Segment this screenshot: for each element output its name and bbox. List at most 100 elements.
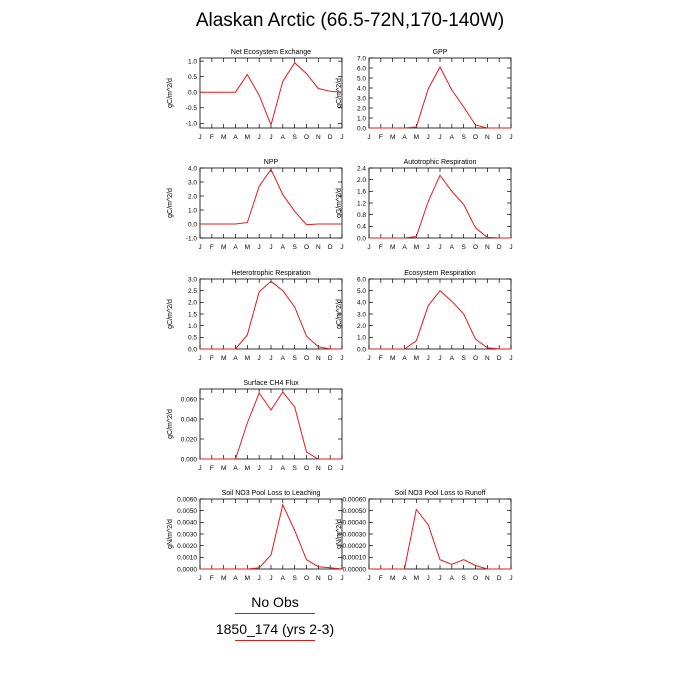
panel-title: GPP xyxy=(433,49,448,56)
y-tick-label: 0.020 xyxy=(181,436,198,443)
x-tick-label: M xyxy=(390,575,395,582)
plot-frame xyxy=(199,278,343,350)
x-tick-label: O xyxy=(304,575,309,582)
y-tick-label: 0.0000 xyxy=(177,566,197,573)
x-tick-label: S xyxy=(461,355,466,362)
y-tick-label: 0.00010 xyxy=(343,555,367,562)
x-tick-label: M xyxy=(414,355,419,362)
x-tick-label: O xyxy=(473,355,478,362)
x-tick-label: J xyxy=(340,134,343,141)
y-axis-label: gN/m^2/d xyxy=(336,519,343,549)
legend-line-model xyxy=(235,640,315,641)
x-tick-label: O xyxy=(473,244,478,251)
series-line xyxy=(200,280,342,350)
x-tick-label: D xyxy=(497,134,502,141)
x-tick-label: J xyxy=(367,355,370,362)
y-tick-label: 0.0 xyxy=(357,125,366,132)
y-tick-label: 3.0 xyxy=(188,179,197,186)
panel-title: Heterotrophic Respiration xyxy=(231,270,310,277)
x-tick-label: A xyxy=(281,134,286,141)
x-tick-label: S xyxy=(292,355,297,362)
y-tick-label: 0.5 xyxy=(188,74,197,81)
series-line xyxy=(200,391,342,460)
x-tick-label: O xyxy=(304,244,309,251)
plot-frame xyxy=(199,498,343,570)
y-tick-label: 0.00020 xyxy=(343,543,367,550)
y-axis-label: gC/m^2/d xyxy=(167,188,174,218)
x-tick-label: J xyxy=(269,575,272,582)
y-tick-label: 0.0 xyxy=(357,235,366,242)
x-tick-label: O xyxy=(473,134,478,141)
y-tick-label: -1.0 xyxy=(186,235,198,242)
legend-line-obs xyxy=(235,613,315,614)
y-tick-label: 0.0010 xyxy=(177,555,197,562)
x-tick-label: A xyxy=(450,244,455,251)
y-tick-label: 0.0 xyxy=(357,346,366,353)
x-tick-label: J xyxy=(509,355,512,362)
x-tick-label: J xyxy=(198,244,201,251)
y-axis-label: gC/m^2/d xyxy=(336,299,343,329)
x-tick-label: M xyxy=(414,575,419,582)
x-tick-label: F xyxy=(379,244,383,251)
y-tick-label: 0.00040 xyxy=(343,520,367,527)
x-tick-label: M xyxy=(245,575,250,582)
y-tick-label: 3.0 xyxy=(357,311,366,318)
legend: No Obs 1850_174 (yrs 2-3) xyxy=(195,594,355,648)
x-tick-label: M xyxy=(221,244,226,251)
y-tick-label: 2.0 xyxy=(357,323,366,330)
x-tick-label: F xyxy=(210,244,214,251)
x-tick-label: S xyxy=(292,465,297,472)
x-tick-label: J xyxy=(258,244,261,251)
y-tick-label: 0.00030 xyxy=(343,531,367,538)
x-tick-label: A xyxy=(281,244,286,251)
y-axis-label: gN/m^2/d xyxy=(167,519,174,549)
panel-3: Autotrophic Respiration gC/m^2/d 2.4 2.0 1.6… xyxy=(336,159,513,251)
y-tick-label: 2.0 xyxy=(188,300,197,307)
x-tick-label: D xyxy=(328,244,333,251)
x-tick-label: S xyxy=(461,575,466,582)
x-tick-label: J xyxy=(367,134,370,141)
panel-0: Net Ecosystem Exchange gC/m^2/d 1.0 0.5 0.0 -… xyxy=(167,49,344,141)
legend-label-obs: No Obs xyxy=(251,594,299,610)
x-tick-label: J xyxy=(258,575,261,582)
x-tick-label: J xyxy=(340,465,343,472)
x-tick-label: D xyxy=(328,134,333,141)
x-tick-label: F xyxy=(210,134,214,141)
y-tick-label: 0.0 xyxy=(188,346,197,353)
x-tick-label: J xyxy=(438,244,441,251)
panel-8: Soil NO3 Pool Loss to RunoffgN/m^2/d0.00… xyxy=(336,490,513,582)
x-tick-label: F xyxy=(379,575,383,582)
x-tick-label: J xyxy=(258,465,261,472)
x-tick-label: J xyxy=(427,355,430,362)
x-tick-label: A xyxy=(281,575,286,582)
series-line xyxy=(200,61,343,127)
y-tick-label: 0.00060 xyxy=(343,496,367,503)
x-tick-label: J xyxy=(427,134,430,141)
x-tick-label: J xyxy=(269,355,272,362)
legend-label-model: 1850_174 (yrs 2-3) xyxy=(215,621,335,637)
x-tick-label: J xyxy=(509,134,512,141)
x-tick-label: J xyxy=(198,355,201,362)
x-tick-label: M xyxy=(390,134,395,141)
series-line xyxy=(200,503,343,570)
y-tick-label: 0.0 xyxy=(188,221,197,228)
y-tick-label: 0.0030 xyxy=(177,531,197,538)
x-tick-label: A xyxy=(233,244,238,251)
x-tick-label: D xyxy=(497,355,502,362)
y-tick-label: 4.0 xyxy=(357,300,366,307)
x-tick-label: M xyxy=(221,355,226,362)
y-tick-label: 2.5 xyxy=(188,288,197,295)
panel-4: Heterotrophic Respiration gC/m^2/d 3.0 2.5 2… xyxy=(167,270,344,362)
x-tick-label: A xyxy=(402,134,407,141)
y-tick-label: 2.0 xyxy=(357,105,366,112)
y-axis-label: gC/m^2/d xyxy=(167,78,174,108)
y-tick-label: 7.0 xyxy=(357,55,366,62)
panel-title: NPP xyxy=(264,159,279,166)
x-tick-label: M xyxy=(390,355,395,362)
series-line xyxy=(369,174,511,239)
x-tick-label: A xyxy=(233,355,238,362)
x-tick-label: N xyxy=(316,575,321,582)
